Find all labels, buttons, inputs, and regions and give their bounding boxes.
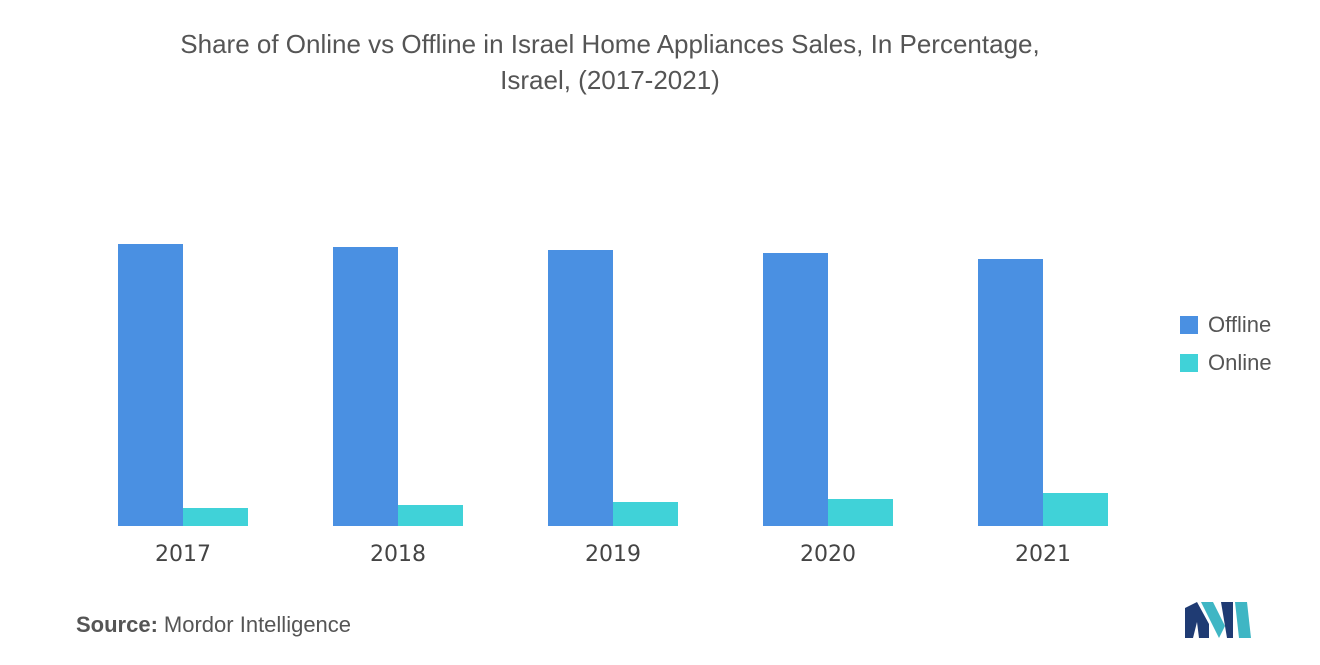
- x-tick-label-2021: 2021: [1015, 542, 1071, 567]
- bar-offline-2017[interactable]: [118, 244, 183, 526]
- x-tick-label-2017: 2017: [155, 542, 211, 567]
- bar-online-2019[interactable]: [613, 502, 678, 526]
- bar-offline-2018[interactable]: [333, 247, 398, 526]
- source-label: Source:: [76, 612, 158, 637]
- bar-online-2021[interactable]: [1043, 493, 1108, 526]
- legend-swatch-offline: [1180, 316, 1198, 334]
- chart-title: Share of Online vs Offline in Israel Hom…: [60, 26, 1160, 98]
- x-tick-label-2018: 2018: [370, 542, 426, 567]
- x-tick-label-2019: 2019: [585, 542, 641, 567]
- mordor-intelligence-logo-icon: [1185, 602, 1251, 638]
- source-text: Mordor Intelligence: [163, 612, 352, 637]
- legend-item-offline[interactable]: Offline: [1180, 306, 1272, 344]
- bar-offline-2019[interactable]: [548, 250, 613, 526]
- source-note: Source: Mordor Intelligence: [76, 612, 351, 638]
- legend-swatch-online: [1180, 354, 1198, 372]
- legend-label-online: Online: [1208, 350, 1272, 375]
- bar-online-2018[interactable]: [398, 505, 463, 526]
- chart-title-line-2: Israel, (2017-2021): [500, 65, 720, 95]
- bar-offline-2021[interactable]: [978, 259, 1043, 526]
- legend: Offline Online: [1180, 306, 1272, 382]
- x-tick-label-2020: 2020: [800, 542, 856, 567]
- bar-online-2020[interactable]: [828, 499, 893, 526]
- legend-label-offline: Offline: [1208, 312, 1272, 337]
- bar-offline-2020[interactable]: [763, 253, 828, 526]
- chart-title-line-1: Share of Online vs Offline in Israel Hom…: [180, 29, 1040, 59]
- legend-item-online[interactable]: Online: [1180, 344, 1272, 382]
- bar-online-2017[interactable]: [183, 508, 248, 526]
